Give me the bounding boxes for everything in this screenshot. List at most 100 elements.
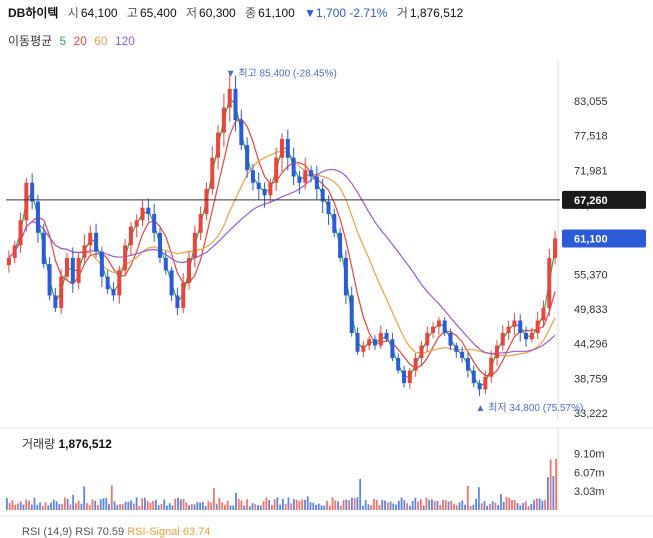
price-tick-label: 49,833 [574,304,608,316]
candle [477,380,482,396]
candle [541,300,546,326]
volume-bar [378,504,381,510]
volume-bar [201,502,204,510]
candle [303,157,308,190]
candle [210,146,215,195]
moving-average-legend[interactable]: 이동평균 5 20 60 120 [8,32,139,49]
candle [157,227,162,264]
candle [314,165,319,200]
candle [384,329,389,343]
volume-bar [141,498,144,510]
volume-bar [375,499,378,510]
price-tick-label: 38,759 [574,373,608,385]
volume-bar [19,501,22,510]
volume-bar [477,487,480,510]
volume-bar [392,503,395,510]
volume-bar [317,503,320,510]
volume-bar [298,501,301,510]
volume-bar [301,499,304,510]
volume-bar [309,502,312,510]
candle [529,327,534,343]
volume-bar [469,505,472,510]
volume-bar [284,503,287,510]
volume-bar [121,504,124,510]
volume-bar [425,497,428,510]
candle [413,353,418,377]
volume-bar [149,502,152,510]
annotations: 67,260 61,100 ▼ 최고 85,400 (-28.45%) ▲ 최저 34… [6,67,646,414]
price-tick-label: 33,222 [574,408,608,420]
candle [506,320,511,340]
rsi-signal-value: 63.74 [182,526,211,538]
candle [169,266,174,302]
close-value: 61,100 [258,6,295,20]
candle [221,93,226,147]
rsi-name: RSI [75,526,94,538]
ma-60: 60 [94,34,108,48]
volume-bar [262,501,265,510]
volume-bar [395,504,397,510]
volume-bar [497,504,500,510]
candle [192,225,197,268]
volume-bar [444,499,447,510]
candle [24,177,29,232]
candle [76,253,81,290]
stock-name: DB하이텍 [8,6,59,20]
candle [355,327,360,355]
volume-bar [110,485,113,510]
volume-bar [91,499,94,510]
volume-bar [157,505,160,510]
volume-bar [243,505,246,510]
candle [262,182,267,208]
ma-120: 120 [114,34,135,48]
volume-bar [472,504,475,510]
candle [88,225,93,254]
low-annotation: ▲ 최저 34,800 (75.57%) [476,402,584,414]
ma-120-line [8,169,556,355]
candle [378,325,383,350]
candle [512,312,517,336]
volume-bar [39,502,41,510]
high-label: 고 [126,6,138,20]
volume-bar [259,505,262,510]
volume-bar [152,500,155,510]
volume-bar [182,499,185,510]
candle [216,125,221,170]
candle [70,247,75,293]
candle [367,336,372,351]
volume-bar [270,505,273,510]
volume-bar [14,504,17,510]
candle [489,350,494,383]
volume-bar [381,500,384,510]
candle [181,273,186,314]
candle [390,332,395,362]
volume-bar [144,497,146,510]
volume-bar [204,506,207,510]
volume-bar [345,499,348,510]
volume-bar [513,499,516,510]
candle [291,147,296,186]
candle [53,287,58,313]
volume-bar [353,498,356,510]
candle [140,199,145,227]
candle [448,329,453,350]
volume-bar [17,503,19,510]
volume-bar [483,501,486,510]
candle [309,165,314,183]
volume-bar [320,505,323,510]
volume-bar [544,499,546,510]
volume-bar [428,499,431,510]
volume-bar [516,503,519,510]
candle [407,368,412,390]
price-tick-label: 71,981 [574,165,608,177]
volume-bar [552,476,555,510]
volume-value: 1,876,512 [409,6,464,20]
volume-bar [83,486,86,510]
volume-bar [546,477,549,510]
rsi-params: RSI (14,9) [22,526,73,538]
volume-bar [436,500,439,510]
volume-bar [511,500,513,510]
volume-bar [146,500,149,510]
open-label: 시 [67,6,79,20]
volume-bar [351,497,353,510]
